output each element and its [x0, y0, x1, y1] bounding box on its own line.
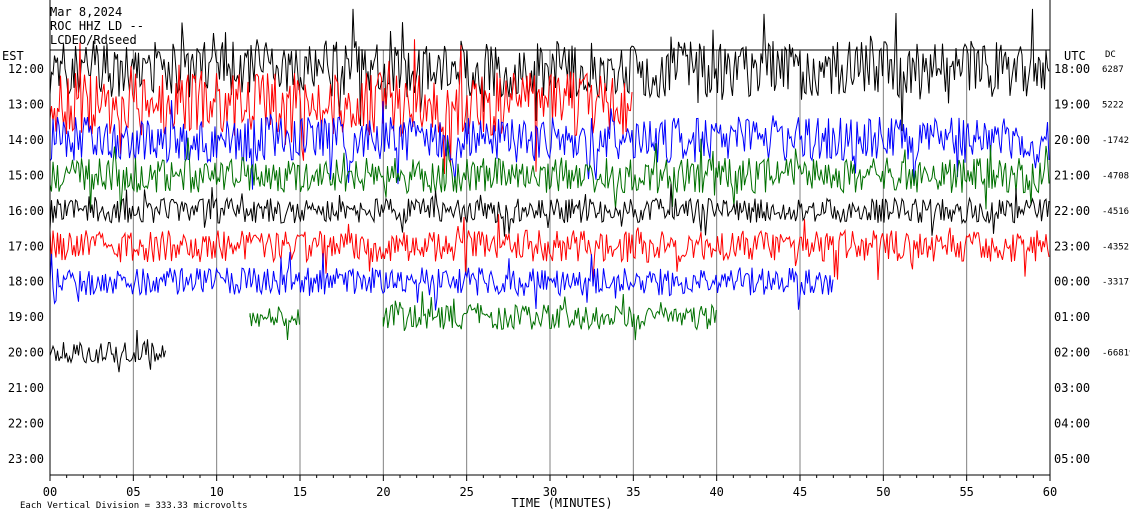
x-tick-label: 15: [293, 485, 307, 499]
est-time-label: 14:00: [8, 133, 44, 147]
trace-row-1600: [49, 183, 1050, 237]
dc-value: -1742: [1102, 136, 1129, 146]
x-tick-label: 60: [1043, 485, 1057, 499]
utc-time-label: 02:00: [1054, 346, 1090, 360]
utc-time-label: 04:00: [1054, 417, 1090, 431]
utc-time-label: 20:00: [1054, 133, 1090, 147]
dc-value: 5222: [1102, 100, 1124, 110]
right-axis-label: UTC: [1064, 49, 1086, 63]
x-tick-label: 25: [459, 485, 473, 499]
dc-values: 6287 5222 -1742 -4708 -4516 -4352 -3317 -668198…: [1102, 65, 1130, 359]
est-time-label: 17:00: [8, 239, 44, 253]
utc-time-label: 21:00: [1054, 168, 1090, 182]
trace-row-1300: [49, 39, 633, 175]
dc-value: -6681986: [1102, 349, 1130, 359]
header-source: LCDEO/Rdseed: [50, 33, 137, 47]
est-time-label: 16:00: [8, 204, 44, 218]
x-tick-label: 40: [709, 485, 723, 499]
utc-time-label: 00:00: [1054, 275, 1090, 289]
utc-time-label: 01:00: [1054, 310, 1090, 324]
est-time-label: 12:00: [8, 62, 44, 76]
utc-time-label: 03:00: [1054, 381, 1090, 395]
dc-value: -4352: [1102, 242, 1129, 252]
x-tick-label: 30: [543, 485, 557, 499]
utc-time-label: 22:00: [1054, 204, 1090, 218]
header-date: Mar 8,2024: [50, 5, 122, 19]
dc-value: -4516: [1102, 207, 1129, 217]
trace-row-1500: [49, 137, 1050, 212]
x-tick-labels: 00 05 10 15 20 25 30 35 40 45 50 55 60: [43, 475, 1057, 499]
trace-row-1900: [249, 306, 300, 341]
header-station: ROC HHZ LD --: [50, 19, 144, 33]
trace-row-1400: [49, 100, 1050, 190]
x-tick-label: 10: [209, 485, 223, 499]
est-time-label: 22:00: [8, 417, 44, 431]
trace-row-2000: [49, 329, 166, 373]
dc-label: DC: [1105, 50, 1116, 60]
left-time-labels: 12:00 13:00 14:00 15:00 16:00 17:00 18:00 19:00…: [8, 62, 44, 466]
est-time-label: 20:00: [8, 346, 44, 360]
trace-row-1900: [382, 291, 717, 341]
est-time-label: 23:00: [8, 452, 44, 466]
x-tick-label: 35: [626, 485, 640, 499]
utc-time-label: 23:00: [1054, 239, 1090, 253]
est-time-label: 13:00: [8, 97, 44, 111]
grid-lines: [49, 50, 1051, 475]
x-axis-label: TIME (MINUTES): [511, 496, 612, 510]
x-tick-label: 05: [126, 485, 140, 499]
x-tick-label: 50: [876, 485, 890, 499]
x-tick-label: 55: [959, 485, 973, 499]
waveform-traces: [49, 8, 1050, 373]
x-tick-label: 00: [43, 485, 57, 499]
trace-row-1700: [49, 214, 1050, 281]
est-time-label: 18:00: [8, 275, 44, 289]
dc-value: 6287: [1102, 65, 1124, 75]
est-time-label: 21:00: [8, 381, 44, 395]
right-time-labels: 18:00 19:00 20:00 21:00 22:00 23:00 00:00 01:00…: [1054, 62, 1090, 466]
x-tick-label: 20: [376, 485, 390, 499]
dc-value: -4708: [1102, 171, 1129, 181]
utc-time-label: 19:00: [1054, 97, 1090, 111]
est-time-label: 19:00: [8, 310, 44, 324]
utc-time-label: 18:00: [1054, 62, 1090, 76]
trace-row-1800: [49, 251, 834, 311]
trace-row-1200: [49, 8, 1050, 132]
est-time-label: 15:00: [8, 168, 44, 182]
utc-time-label: 05:00: [1054, 452, 1090, 466]
x-tick-label: 45: [793, 485, 807, 499]
scale-note: Each Vertical Division = 333.33 microvol…: [20, 501, 248, 511]
left-axis-label: EST: [2, 49, 24, 63]
dc-value: -3317: [1102, 278, 1129, 288]
